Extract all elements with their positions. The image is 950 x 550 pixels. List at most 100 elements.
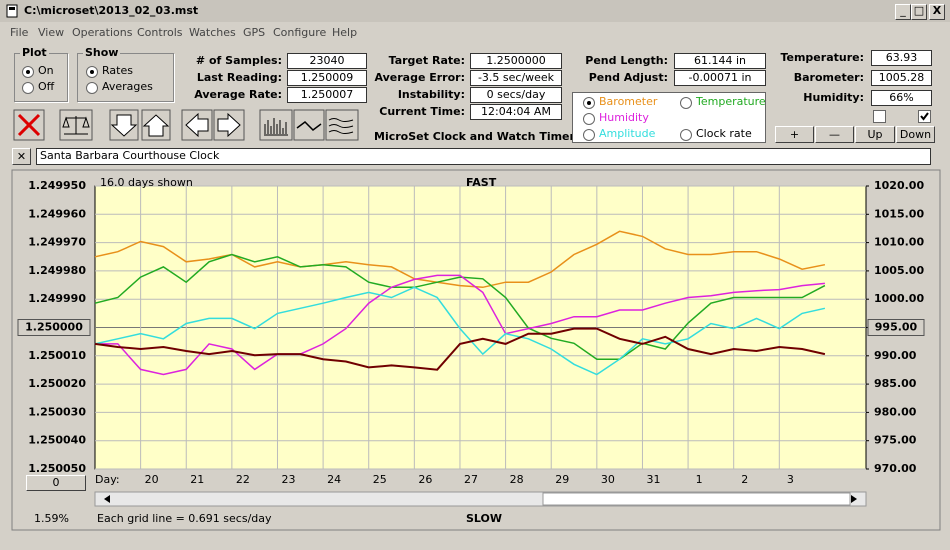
y2-tick-label: 1005.00 xyxy=(874,264,924,277)
x-tick-label: 3 xyxy=(787,473,794,486)
app-name: MicroSet Clock and Watch Timer xyxy=(374,130,575,143)
y-tick-label: 1.250030 xyxy=(28,405,86,418)
field-value: -3.5 sec/week xyxy=(470,70,562,86)
x-tick-label: 2 xyxy=(741,473,748,486)
tick-button xyxy=(17,319,91,336)
maximize[interactable]: □ xyxy=(911,4,927,20)
menu-item[interactable]: Configure xyxy=(273,26,327,39)
field-label: Last Reading: xyxy=(196,71,282,84)
legend-label[interactable]: Temperature xyxy=(696,95,766,108)
y2-tick-label: 980.00 xyxy=(874,405,917,418)
field-label: Instability: xyxy=(397,88,465,101)
legend-label[interactable]: Amplitude xyxy=(599,127,656,140)
button[interactable]: Up xyxy=(855,126,895,143)
title-bar xyxy=(0,0,950,22)
x-tick-label: 22 xyxy=(236,473,250,486)
field-value: 1.2500000 xyxy=(470,53,562,69)
series-line xyxy=(94,230,826,289)
series-selector xyxy=(572,92,766,143)
field-value: 23040 xyxy=(287,53,367,69)
x-tick-label: 26 xyxy=(418,473,432,486)
legend-radio[interactable] xyxy=(680,129,692,141)
field-label: Temperature: xyxy=(780,51,864,64)
y2-tick-label: 985.00 xyxy=(874,377,917,390)
close[interactable]: X xyxy=(929,4,945,20)
offset-button[interactable]: 0 xyxy=(26,475,86,491)
radio[interactable] xyxy=(22,82,34,94)
menu-item[interactable]: File xyxy=(10,26,29,39)
radio-label[interactable]: Averages xyxy=(102,80,153,93)
field-label: Current Time: xyxy=(379,105,465,118)
legend-label[interactable]: Barometer xyxy=(599,95,658,108)
button[interactable]: Down xyxy=(896,126,935,143)
legend-radio[interactable] xyxy=(583,97,595,109)
x-tick-label: 25 xyxy=(373,473,387,486)
menu-item[interactable]: GPS xyxy=(243,26,266,39)
menu-item[interactable]: Operations xyxy=(72,26,133,39)
y-tick-label: 1.250050 xyxy=(28,462,86,475)
field-label: Barometer: xyxy=(793,71,864,84)
slow-label: SLOW xyxy=(466,512,503,525)
x-tick-label: 28 xyxy=(510,473,524,486)
y-tick-label: 1.250020 xyxy=(28,377,86,390)
y-tick-label: 1.249960 xyxy=(28,207,86,220)
y2-tick-label: 1000.00 xyxy=(874,292,924,305)
radio-label[interactable]: Off xyxy=(38,80,55,93)
legend-radio[interactable] xyxy=(583,113,595,125)
minimize[interactable]: _ xyxy=(895,4,911,20)
y-tick-label: 1.250040 xyxy=(28,434,86,447)
y-tick-label: 1.249990 xyxy=(28,292,86,305)
x-tick-label: 23 xyxy=(281,473,295,486)
radio[interactable] xyxy=(22,66,34,78)
radio-label[interactable]: Rates xyxy=(102,64,133,77)
field-value: 1.250007 xyxy=(287,87,367,103)
toolbar xyxy=(13,109,359,141)
field-label: Pend Length: xyxy=(585,54,668,67)
y-tick-label: 1.249970 xyxy=(28,236,86,249)
menu-item[interactable]: View xyxy=(38,26,65,39)
y2-tick-label: 1010.00 xyxy=(874,236,924,249)
button[interactable]: + xyxy=(775,126,814,143)
field-label: Humidity: xyxy=(803,91,864,104)
field-label: Average Rate: xyxy=(194,88,282,101)
legend-label[interactable]: Humidity xyxy=(599,111,649,124)
window-title: C:\microset\2013_02_03.mst xyxy=(24,4,199,17)
field-value: 12:04:04 AM xyxy=(470,104,562,120)
x-tick-label: 20 xyxy=(145,473,159,486)
field-value: 0 secs/day xyxy=(470,87,562,103)
checkbox[interactable] xyxy=(918,110,931,123)
y2-tick-label: 970.00 xyxy=(874,462,917,475)
field-label: Target Rate: xyxy=(388,54,465,67)
grid-note: Each grid line = 0.691 secs/day xyxy=(97,512,272,525)
checkbox[interactable] xyxy=(873,110,886,123)
menu-item[interactable]: Watches xyxy=(189,26,236,39)
button[interactable]: — xyxy=(815,126,854,143)
menu-item[interactable]: Help xyxy=(332,26,358,39)
percent: 1.59% xyxy=(34,512,69,525)
menu-item[interactable]: Controls xyxy=(137,26,183,39)
field-value: 1005.28 xyxy=(871,70,932,86)
series-line xyxy=(94,327,826,371)
legend-label[interactable]: Clock rate xyxy=(696,127,752,140)
field-label: Pend Adjust: xyxy=(588,71,668,84)
legend-radio[interactable] xyxy=(583,129,595,141)
radio[interactable] xyxy=(86,82,98,94)
y2-tick-label: 1015.00 xyxy=(874,207,924,220)
clock-name[interactable]: Santa Barbara Courthouse Clock xyxy=(36,148,931,165)
radio[interactable] xyxy=(86,66,98,78)
radio-label[interactable]: On xyxy=(38,64,54,77)
field-value: -0.00071 in xyxy=(674,70,766,86)
scroll-thumb[interactable] xyxy=(542,492,851,506)
field-value: 1.250009 xyxy=(287,70,367,86)
y2-tick-label: 1020.00 xyxy=(874,179,924,192)
y2-tick-label: 975.00 xyxy=(874,434,917,447)
y-tick-label: 1.249950 xyxy=(28,179,86,192)
field-value: 63.93 xyxy=(871,50,932,66)
clear-button[interactable]: ✕ xyxy=(12,148,31,165)
group-title: Plot xyxy=(20,45,49,60)
legend-radio[interactable] xyxy=(680,97,692,109)
y-tick-label: 1.250010 xyxy=(28,349,86,362)
x-tick-label: 24 xyxy=(327,473,341,486)
